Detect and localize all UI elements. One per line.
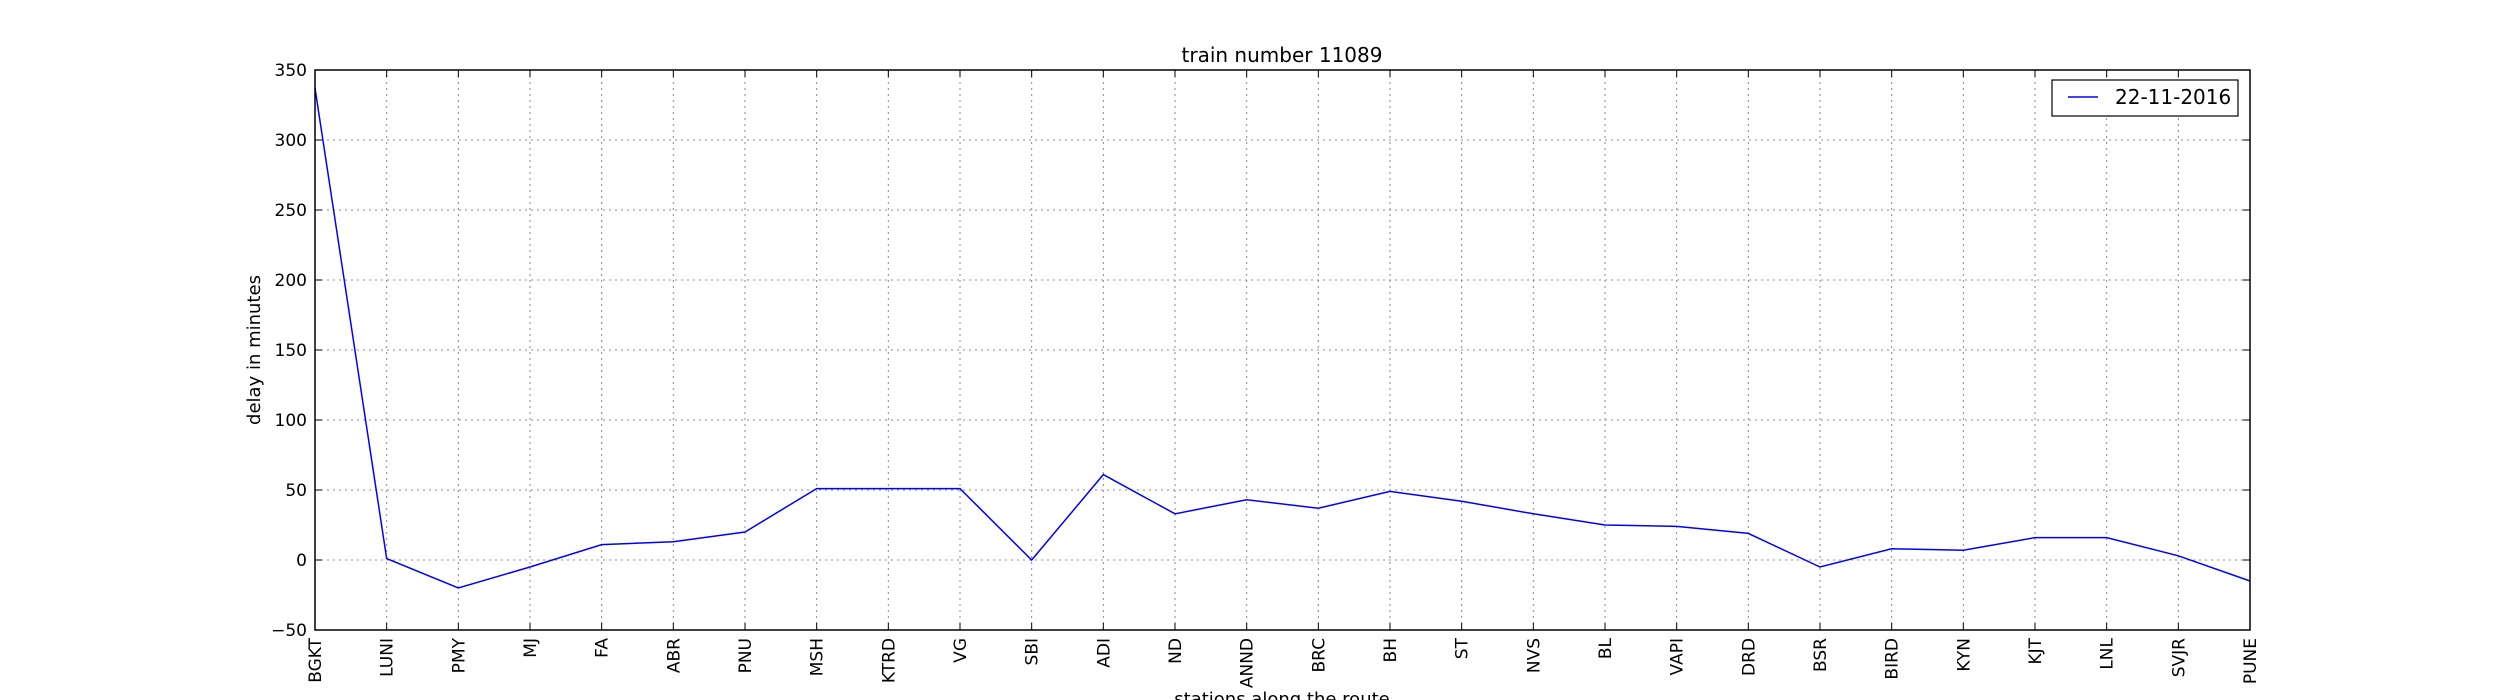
x-tick-label: PMY [449, 637, 469, 673]
x-tick-label: LNL [2098, 637, 2118, 669]
x-tick-label: PUNE [2241, 638, 2261, 684]
x-tick-label: ANND [1238, 638, 1258, 688]
y-tick-label: 300 [275, 131, 307, 151]
x-tick-label: BSR [1811, 638, 1831, 672]
x-tick-label: VG [951, 638, 971, 663]
x-tick-label: DRD [1739, 638, 1759, 676]
y-tick-label: 250 [275, 201, 307, 221]
x-tick-label: PNU [736, 638, 756, 673]
x-tick-label: VAPI [1668, 638, 1688, 675]
legend: 22-11-2016 [2051, 79, 2239, 117]
x-tick-label: KTRD [879, 638, 899, 683]
x-tick-label: FA [593, 638, 613, 658]
y-tick-label: 200 [275, 271, 307, 291]
x-tick-label: MSH [808, 638, 828, 676]
x-tick-label: ND [1166, 638, 1186, 664]
x-tick-label: BL [1596, 637, 1616, 659]
x-tick-label: ADI [1094, 638, 1114, 668]
y-tick-label: −50 [271, 621, 307, 641]
y-tick-label: 50 [285, 481, 307, 501]
x-tick-label: SVJR [2169, 638, 2189, 677]
x-tick-label: KJT [2026, 637, 2046, 664]
x-tick-label: ABR [664, 638, 684, 673]
chart-title: train number 11089 [1182, 43, 1383, 67]
grid-lines [315, 70, 2250, 630]
y-axis-label: delay in minutes [244, 275, 265, 425]
x-axis-label: stations along the route [1174, 689, 1389, 700]
y-tick-label: 350 [275, 61, 307, 81]
x-tick-label: BIRD [1883, 638, 1903, 680]
x-tick-label: NVS [1524, 638, 1544, 673]
x-tick-label: ST [1453, 637, 1473, 659]
x-tick-label: LUNI [378, 638, 398, 677]
y-tick-label: 100 [275, 411, 307, 431]
x-tick-label: KYN [1954, 638, 1974, 672]
x-tick-label: BRC [1309, 638, 1329, 673]
legend-box [2051, 79, 2239, 117]
series-line [314, 88, 2251, 589]
y-tick-label: 150 [275, 341, 307, 361]
x-tick-label: BGKT [306, 637, 326, 682]
y-tick-label: 0 [296, 551, 307, 571]
y-axis-ticks: −50 0 50 100 150 200 250 300 350 [271, 61, 2250, 641]
x-tick-label: SBI [1023, 638, 1043, 665]
x-tick-label: BH [1381, 638, 1401, 662]
legend-label: 22-11-2016 [2115, 85, 2231, 109]
x-axis-ticks: BGKT LUNI PMY MJ FA ABR PNU MSH KTRD VG SBI ADI ND AN… [306, 70, 2261, 688]
x-tick-label: MJ [521, 638, 541, 658]
